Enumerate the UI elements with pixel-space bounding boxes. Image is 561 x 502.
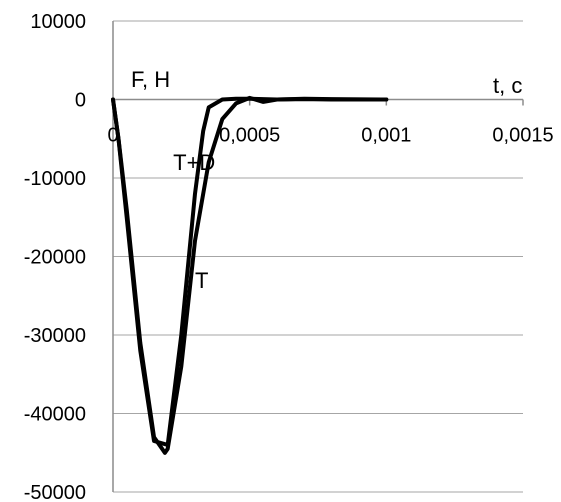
- y-tick-label: -20000: [24, 247, 86, 269]
- series-annotations: T+D T: [173, 150, 215, 293]
- y-tick-label: 0: [75, 90, 86, 112]
- x-tick-label: 0,001: [361, 125, 411, 147]
- y-tick-label: -10000: [24, 168, 86, 190]
- series-line-0: [111, 96, 389, 447]
- y-tick-label: -30000: [24, 325, 86, 347]
- y-tick-label: -50000: [24, 482, 86, 502]
- series-group: [111, 95, 389, 455]
- x-axis-label: t, c: [493, 73, 522, 98]
- y-axis-label: F, H: [131, 67, 170, 92]
- chart-labels: F, H t, c: [131, 67, 522, 98]
- series-annotation-1: T: [195, 268, 208, 293]
- series-annotation-0: T+D: [173, 150, 215, 175]
- y-tick-label: -40000: [24, 404, 86, 426]
- gridlines: [113, 20, 523, 493]
- x-tick-label: 0,0015: [492, 125, 553, 147]
- tick-labels: 10000 0 -10000 -20000 -30000 -40000 -50000 0 0,0…: [24, 11, 554, 502]
- x-tick-label: 0,0005: [219, 125, 280, 147]
- y-tick-label: 10000: [30, 11, 86, 33]
- series-line-1: [111, 95, 389, 455]
- x-tick-label: 0: [107, 125, 118, 147]
